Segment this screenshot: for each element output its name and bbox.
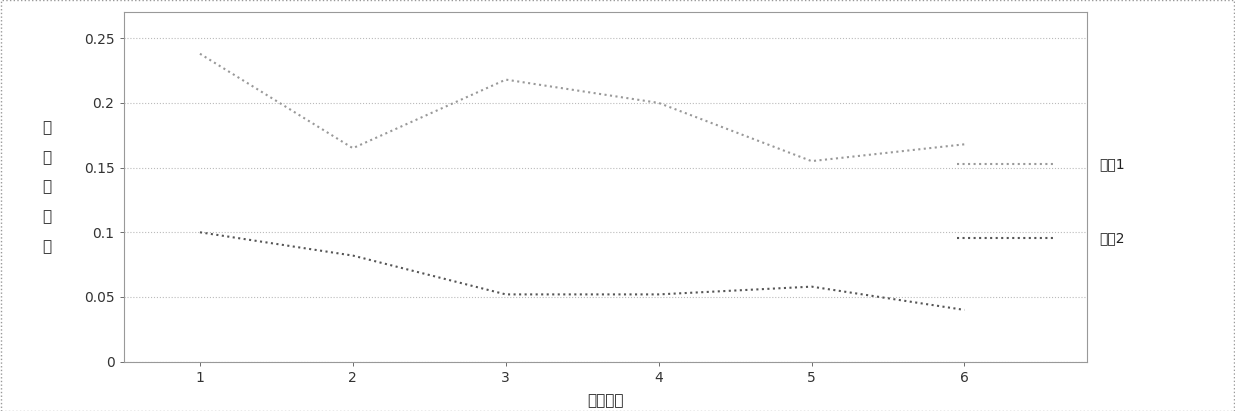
Text: 性: 性 (42, 239, 52, 254)
Text: 匀: 匀 (42, 209, 52, 224)
X-axis label: 样品编号: 样品编号 (587, 393, 624, 408)
Text: 方: 方 (42, 120, 52, 135)
Text: 系列1: 系列1 (1099, 157, 1125, 171)
Text: 均: 均 (42, 180, 52, 194)
Text: 系列2: 系列2 (1099, 231, 1125, 245)
Text: 阵: 阵 (42, 150, 52, 165)
